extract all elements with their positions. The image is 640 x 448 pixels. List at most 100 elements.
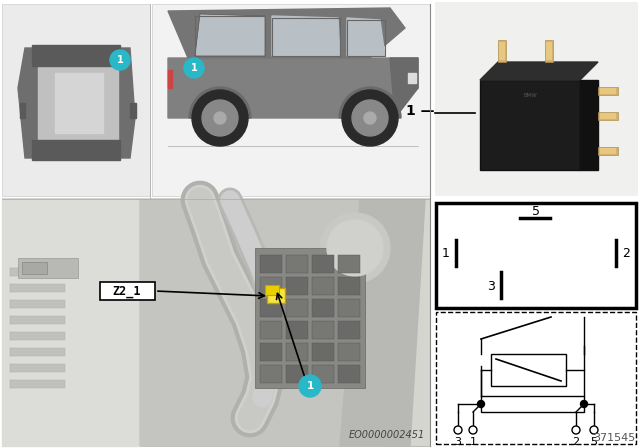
Text: 5: 5 [591, 437, 598, 447]
Circle shape [342, 90, 398, 146]
Circle shape [477, 401, 484, 408]
Circle shape [590, 426, 598, 434]
Polygon shape [347, 18, 385, 56]
Bar [312, 255, 334, 273]
Bar [338, 255, 360, 273]
Circle shape [352, 100, 388, 136]
Bar [312, 321, 334, 339]
Bar [255, 248, 365, 388]
Bar [260, 365, 282, 383]
Bar [100, 282, 155, 300]
Bar [286, 365, 308, 383]
Bar [338, 277, 360, 295]
Circle shape [184, 58, 204, 78]
Text: 2: 2 [622, 246, 630, 259]
Text: 2: 2 [572, 437, 580, 447]
Text: 3: 3 [487, 280, 495, 293]
Text: 1: 1 [116, 55, 124, 65]
Bar [260, 277, 282, 295]
Polygon shape [340, 200, 425, 446]
Bar [286, 343, 308, 361]
Text: BMW: BMW [523, 92, 537, 98]
Bar [600, 113, 616, 119]
Bar [545, 40, 553, 62]
Bar [598, 87, 618, 95]
Circle shape [469, 426, 477, 434]
Bar [267, 288, 285, 303]
Text: 1: 1 [442, 246, 450, 259]
Bar [195, 16, 265, 56]
Circle shape [320, 213, 390, 283]
Bar [10, 364, 65, 372]
Bar [498, 40, 506, 62]
Circle shape [202, 100, 238, 136]
Text: Z2_1: Z2_1 [113, 284, 141, 297]
Bar [312, 277, 334, 295]
Bar [10, 332, 65, 340]
Bar [286, 277, 308, 295]
Polygon shape [140, 200, 400, 446]
Bar [22, 262, 47, 274]
Bar [10, 284, 65, 292]
Polygon shape [32, 140, 120, 160]
Bar [286, 299, 308, 317]
Bar [260, 299, 282, 317]
Polygon shape [20, 103, 25, 118]
Bar [435, 2, 638, 196]
Bar [338, 365, 360, 383]
Bar [480, 80, 580, 170]
Polygon shape [130, 103, 136, 118]
Bar [10, 300, 65, 308]
Bar [481, 396, 584, 412]
Bar [600, 148, 616, 154]
Bar [2, 198, 430, 446]
Circle shape [214, 112, 226, 124]
Bar [347, 20, 385, 56]
Text: EO0000002451: EO0000002451 [349, 430, 425, 440]
Polygon shape [18, 48, 135, 158]
Bar [436, 312, 636, 444]
Polygon shape [32, 45, 120, 66]
Bar [338, 343, 360, 361]
Circle shape [454, 426, 462, 434]
Bar [10, 380, 65, 388]
Polygon shape [2, 200, 140, 446]
Circle shape [580, 401, 588, 408]
Polygon shape [168, 8, 405, 58]
Bar [2, 198, 430, 446]
Text: 1 —: 1 — [406, 104, 435, 118]
Polygon shape [38, 63, 118, 143]
Polygon shape [580, 80, 598, 170]
Bar [272, 18, 340, 56]
Circle shape [192, 90, 248, 146]
Text: 1: 1 [191, 63, 197, 73]
Polygon shape [480, 62, 598, 80]
Polygon shape [272, 16, 340, 56]
Polygon shape [195, 14, 265, 56]
Bar [600, 88, 616, 94]
Bar [152, 4, 430, 196]
Bar [598, 112, 618, 120]
Bar [260, 321, 282, 339]
Bar [338, 321, 360, 339]
Bar [260, 255, 282, 273]
Circle shape [110, 50, 130, 70]
Bar [286, 321, 308, 339]
Bar [18, 258, 78, 278]
Wedge shape [339, 87, 401, 118]
Polygon shape [408, 73, 416, 83]
Polygon shape [390, 58, 418, 118]
Bar [312, 343, 334, 361]
Wedge shape [189, 87, 251, 118]
Bar [286, 255, 308, 273]
Text: 1: 1 [307, 381, 314, 391]
Bar [10, 316, 65, 324]
Bar [338, 299, 360, 317]
Bar [436, 203, 636, 308]
Bar [312, 365, 334, 383]
Bar [598, 147, 618, 155]
Polygon shape [168, 58, 418, 118]
Polygon shape [55, 73, 103, 133]
Circle shape [572, 426, 580, 434]
Circle shape [364, 112, 376, 124]
